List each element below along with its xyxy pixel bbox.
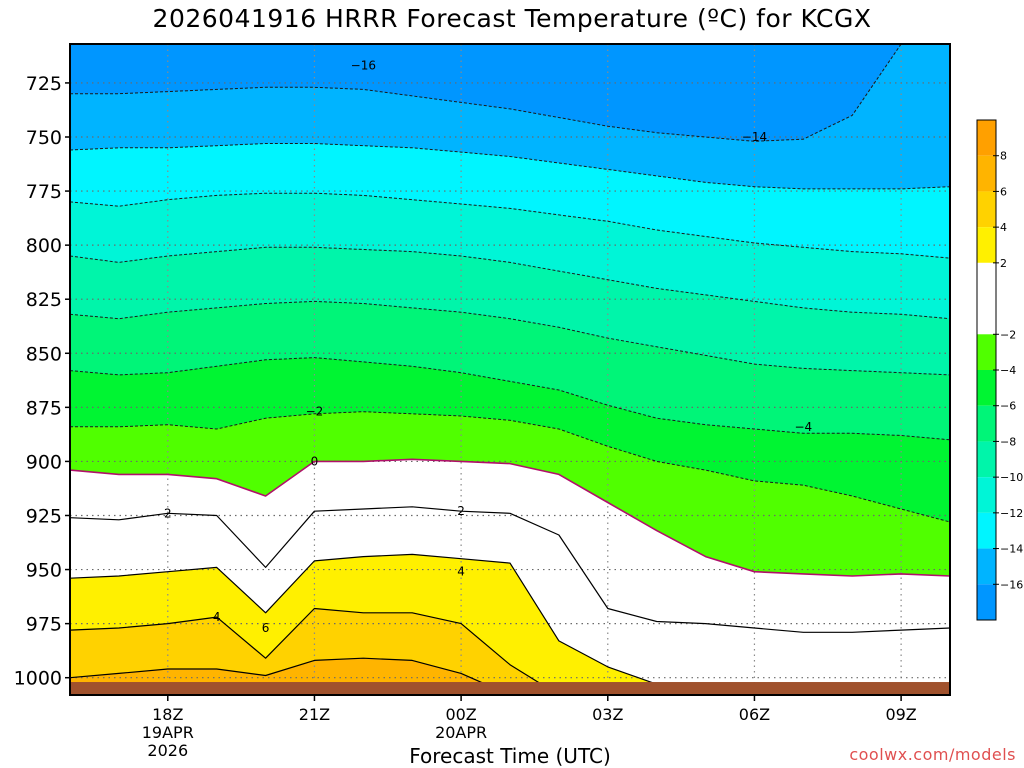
band-fill: [70, 506, 950, 695]
colorbar-swatch: [977, 370, 996, 406]
x-tick-label: 00Z: [445, 705, 476, 724]
plot-frame: [69, 43, 951, 696]
isotherm-line: [70, 246, 950, 320]
ground-surface: [70, 682, 950, 695]
isotherm-line: [70, 44, 950, 142]
axis-layer: 725 750 775 800 825 850 875 900 925 950 975 1000 18Z…: [14, 73, 917, 760]
x-tick-label: 06Z: [739, 705, 770, 724]
contour-label: −16: [351, 59, 376, 73]
colorbar-swatch: [977, 334, 996, 370]
contour-label: 2: [457, 504, 465, 518]
contour-label: −14: [742, 130, 767, 144]
band-fill: [70, 143, 950, 259]
contour-label: −2: [306, 405, 324, 419]
y-tick-label: 1000: [14, 668, 62, 690]
y-tick-label: 750: [26, 127, 62, 149]
y-tick-label: 825: [26, 289, 62, 311]
colorbar-swatch: [977, 227, 996, 263]
temperature-fill-layer: [70, 44, 950, 695]
isotherm-line: [70, 607, 566, 695]
colorbar-label: 6: [1000, 185, 1007, 198]
colorbar-label: −14: [1000, 543, 1023, 556]
colorbar-swatch: [977, 155, 996, 192]
isotherm-line: [70, 192, 950, 259]
y-tick-label: 775: [26, 181, 62, 203]
contour-label: 4: [213, 610, 221, 624]
x-tick-sublabel: 19APR: [142, 723, 194, 742]
x-axis-label: Forecast Time (UTC): [409, 744, 611, 768]
y-tick-label: 875: [26, 397, 62, 419]
colorbar-label: −2: [1000, 328, 1016, 341]
site-credit: coolwx.com/models: [849, 745, 1016, 764]
grid-layer: [70, 44, 950, 695]
contour-label: 6: [262, 621, 270, 635]
y-tick-label: 975: [26, 614, 62, 636]
x-tick-sublabel: 20APR: [435, 723, 487, 742]
band-fill: [70, 459, 950, 633]
contour-label: 0: [311, 454, 319, 468]
y-tick-label: 950: [26, 560, 62, 582]
colorbar-swatch: [977, 477, 996, 513]
colorbar-swatch: [977, 191, 996, 228]
contour-label-layer: −16 −14 −4 −2 0 2 2 4 4 6: [164, 59, 812, 635]
isotherm-line: [70, 553, 694, 695]
isotherm-line: [70, 411, 950, 523]
isotherm-line: [70, 300, 950, 376]
isotherm-line: [70, 357, 950, 441]
colorbar-swatch: [977, 262, 996, 335]
x-tick-label: 21Z: [299, 705, 330, 724]
colorbar-swatch: [977, 405, 996, 442]
contour-label: 4: [457, 565, 465, 579]
isotherm-layer: [70, 44, 950, 695]
x-tick-label: 18Z: [152, 705, 183, 724]
band-fill: [70, 411, 950, 576]
colorbar-label: −16: [1000, 578, 1023, 591]
chart-title: 2026041916 HRRR Forecast Temperature (ºC…: [152, 4, 872, 33]
x-tick-label: 03Z: [592, 705, 623, 724]
colorbar-label: 8: [1000, 150, 1007, 163]
isotherm-line: [70, 506, 950, 633]
colorbar-swatch: [977, 548, 996, 585]
isotherm-line: [70, 458, 950, 577]
y-tick-label: 800: [26, 235, 62, 257]
y-tick-label: 925: [26, 505, 62, 527]
colorbar: 8 6 4 2 −2 −4 −6 −8 −10 −12 −14 −16: [976, 119, 1023, 621]
y-tick-label: 725: [26, 73, 62, 95]
colorbar-label: 4: [1000, 221, 1007, 234]
colorbar-label: −4: [1000, 364, 1016, 377]
colorbar-swatch: [977, 512, 996, 549]
band-fill: [70, 193, 950, 319]
x-tick-sublabel: 2026: [147, 741, 188, 760]
colorbar-label: −8: [1000, 435, 1016, 448]
isotherm-line: [70, 657, 517, 695]
colorbar-label: −6: [1000, 400, 1016, 413]
contour-label: 2: [164, 506, 172, 520]
colorbar-swatch: [977, 584, 996, 620]
colorbar-swatch: [977, 441, 996, 478]
band-fill: [70, 357, 950, 522]
band-fill: [70, 554, 692, 695]
isotherm-line: [70, 143, 950, 190]
colorbar-swatch: [977, 120, 996, 156]
x-tick-label: 09Z: [885, 705, 916, 724]
band-fill: [70, 44, 950, 189]
colorbar-label: −10: [1000, 471, 1023, 484]
band-fill: [70, 608, 559, 695]
band-fill: [70, 301, 950, 440]
colorbar-label: 2: [1000, 257, 1007, 270]
y-tick-label: 850: [26, 343, 62, 365]
y-tick-label: 900: [26, 451, 62, 473]
band-fill: [70, 247, 950, 375]
contour-label: −4: [794, 420, 812, 434]
colorbar-label: −12: [1000, 507, 1023, 520]
